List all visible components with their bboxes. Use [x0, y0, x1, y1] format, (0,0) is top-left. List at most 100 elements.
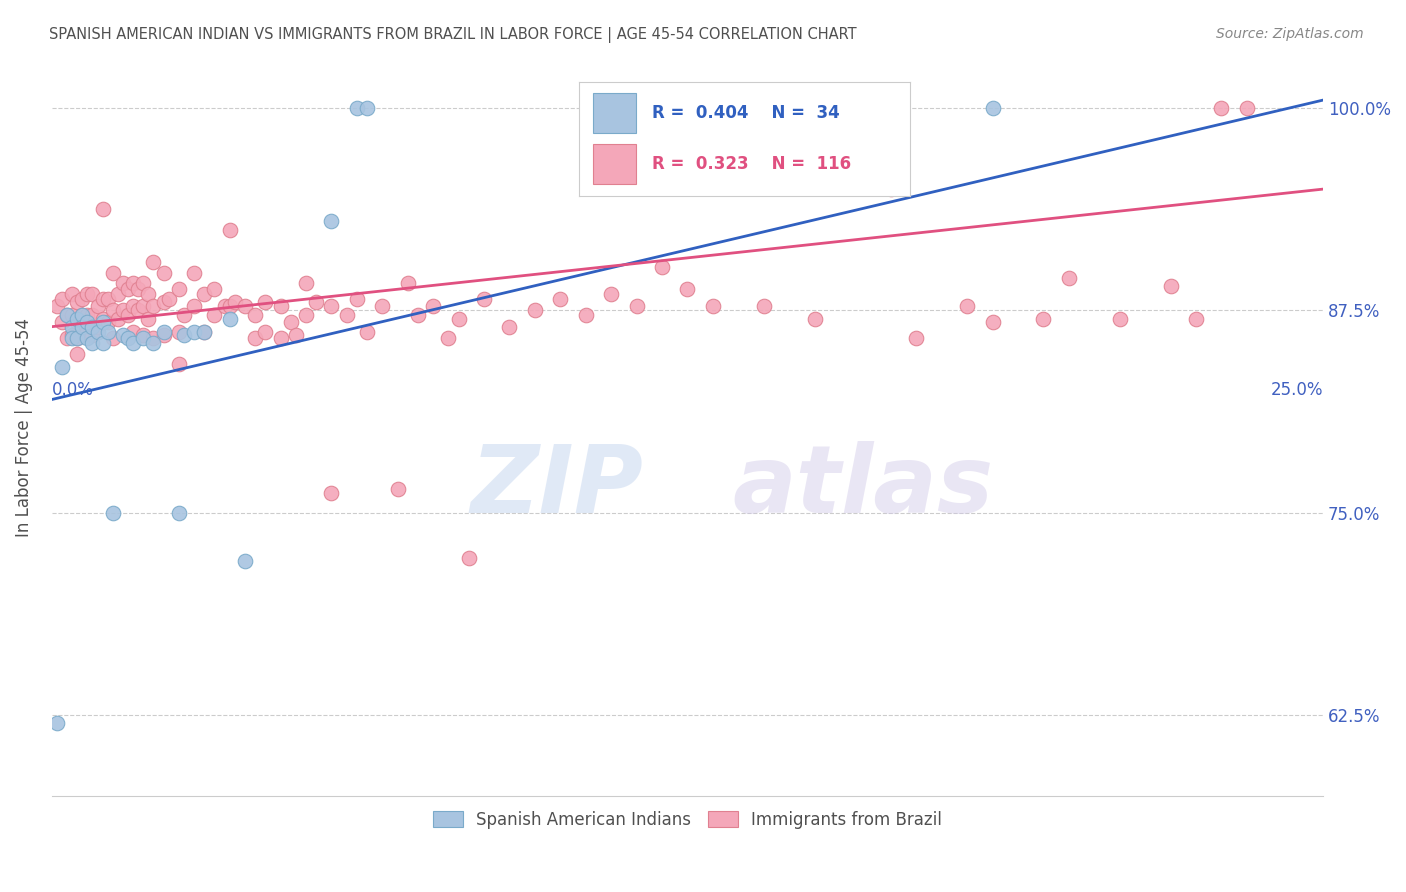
Point [702, 299, 724, 313]
Point [1236, 101, 1258, 115]
Point [183, 266, 205, 280]
Point [76, 309, 98, 323]
Point [387, 482, 409, 496]
Point [51, 360, 73, 375]
Point [218, 222, 240, 236]
Point [60, 287, 83, 301]
Point [72, 319, 94, 334]
Point [803, 311, 825, 326]
Point [270, 331, 292, 345]
Point [132, 299, 155, 313]
Point [472, 292, 495, 306]
Point [60, 309, 83, 323]
Point [142, 299, 165, 313]
Point [82, 287, 104, 301]
Point [66, 295, 89, 310]
Text: Source: ZipAtlas.com: Source: ZipAtlas.com [1216, 27, 1364, 41]
Point [86, 325, 108, 339]
Point [457, 551, 479, 566]
Point [76, 287, 98, 301]
Point [82, 335, 104, 350]
Point [76, 331, 98, 345]
Point [981, 101, 1004, 115]
Point [346, 101, 368, 115]
Point [56, 309, 79, 323]
Point [122, 325, 145, 339]
Point [284, 327, 307, 342]
Point [91, 292, 114, 306]
Point [66, 347, 89, 361]
Point [295, 309, 318, 323]
Point [66, 331, 89, 345]
Point [167, 325, 190, 339]
Point [254, 295, 277, 310]
Point [167, 506, 190, 520]
Point [132, 327, 155, 342]
Point [254, 325, 277, 339]
Point [138, 311, 160, 326]
Text: 25.0%: 25.0% [1271, 382, 1323, 400]
Point [45, 299, 67, 313]
Point [1160, 279, 1182, 293]
Point [60, 331, 83, 345]
Point [86, 319, 108, 334]
Point [447, 311, 470, 326]
Point [218, 299, 240, 313]
Point [981, 315, 1004, 329]
Point [676, 282, 699, 296]
Point [152, 266, 174, 280]
Point [51, 292, 73, 306]
Point [1211, 101, 1233, 115]
Point [224, 295, 246, 310]
Point [72, 309, 94, 323]
Point [111, 303, 134, 318]
Point [97, 292, 120, 306]
Point [101, 331, 124, 345]
Point [66, 311, 89, 326]
Point [97, 325, 120, 339]
Point [295, 276, 318, 290]
Point [66, 331, 89, 345]
Point [142, 331, 165, 345]
Point [152, 325, 174, 339]
Point [214, 299, 236, 313]
Point [152, 295, 174, 310]
Point [117, 309, 139, 323]
Point [117, 331, 139, 345]
Text: SPANISH AMERICAN INDIAN VS IMMIGRANTS FROM BRAZIL IN LABOR FORCE | AGE 45-54 COR: SPANISH AMERICAN INDIAN VS IMMIGRANTS FR… [49, 27, 856, 43]
Point [305, 295, 328, 310]
Point [72, 325, 94, 339]
Point [956, 299, 979, 313]
Point [193, 287, 215, 301]
Point [243, 331, 266, 345]
Point [91, 335, 114, 350]
Point [117, 282, 139, 296]
Point [122, 335, 145, 350]
Point [193, 325, 215, 339]
Point [111, 327, 134, 342]
Point [233, 299, 256, 313]
Point [396, 276, 419, 290]
Y-axis label: In Labor Force | Age 45-54: In Labor Force | Age 45-54 [15, 318, 32, 537]
Point [167, 282, 190, 296]
Point [1032, 311, 1054, 326]
Point [138, 287, 160, 301]
Point [101, 266, 124, 280]
Point [127, 303, 149, 318]
Point [356, 325, 378, 339]
Point [1057, 271, 1080, 285]
Point [45, 716, 67, 731]
Point [243, 309, 266, 323]
Point [183, 299, 205, 313]
Point [66, 315, 89, 329]
Point [86, 299, 108, 313]
Point [183, 325, 205, 339]
Point [173, 309, 195, 323]
Point [56, 309, 79, 323]
Point [880, 182, 903, 196]
Point [204, 282, 226, 296]
Point [157, 292, 180, 306]
Point [204, 309, 226, 323]
Point [356, 101, 378, 115]
Point [56, 331, 79, 345]
